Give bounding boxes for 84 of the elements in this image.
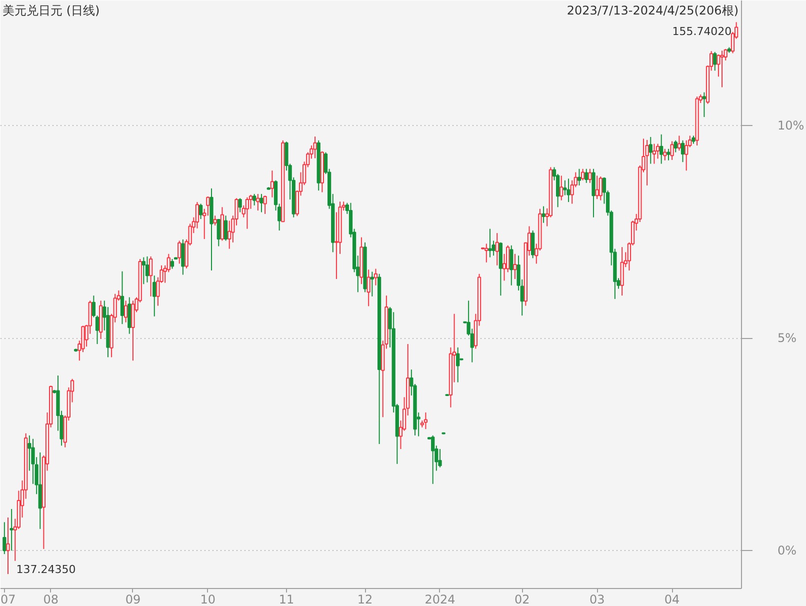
candlestick (531, 230, 535, 259)
y-tick-label: 10% (778, 118, 804, 132)
chart-title: 美元兑日元 (日线) (2, 4, 100, 18)
candlestick (366, 269, 370, 307)
candlestick (213, 215, 217, 226)
candlestick (495, 232, 499, 266)
candlestick (456, 346, 460, 383)
candlestick (152, 275, 156, 317)
candlestick (592, 168, 596, 218)
candlestick (542, 206, 546, 224)
y-tick-label: 0% (778, 544, 797, 558)
x-tick-label: 02 (514, 592, 530, 606)
candlestick (374, 268, 378, 286)
candlestick (245, 196, 250, 230)
candlestick (131, 300, 135, 362)
candlestick (148, 256, 153, 297)
x-tick-label: 11 (278, 592, 294, 606)
x-tick-label: 09 (125, 592, 141, 606)
x-tick-label: 12 (357, 592, 373, 606)
candlestick (652, 143, 656, 164)
candlestick (128, 296, 132, 334)
x-tick-label: 07 (0, 592, 16, 606)
y-tick-label: 5% (778, 331, 797, 346)
candlestick (370, 271, 374, 297)
candlestick (560, 175, 564, 201)
candlestick (424, 412, 428, 430)
candlestick (584, 168, 588, 184)
candlestick (270, 170, 274, 198)
candlestick (513, 253, 517, 280)
candlestick (178, 240, 182, 264)
candlestick (431, 434, 435, 484)
candlestick (598, 176, 602, 201)
candlestick (677, 135, 682, 152)
candlestick (260, 193, 264, 213)
candlestick (648, 136, 652, 164)
candlestick (488, 228, 492, 258)
candlestick (684, 140, 688, 172)
chart-subtitle: 2023/7/13-2024/4/25(206根) (566, 4, 738, 18)
candlestick (124, 300, 128, 323)
candlestick (674, 140, 678, 153)
candlestick (720, 50, 724, 88)
x-tick-label: 03 (589, 592, 605, 606)
x-tick-label: 2024 (424, 592, 456, 606)
candlestick (238, 198, 242, 213)
candlestick (620, 246, 624, 296)
candlestick (566, 178, 570, 203)
candlestick (10, 508, 14, 552)
candlestick (580, 168, 585, 181)
candlestick (252, 193, 256, 206)
candlestick (438, 448, 442, 468)
candlestick (142, 256, 146, 285)
candlestick (206, 196, 210, 216)
candlestick (666, 148, 670, 161)
candlestick (595, 175, 599, 200)
candlestick (195, 202, 200, 229)
candlestick (313, 136, 317, 159)
candlestick (713, 51, 717, 72)
candlestick (198, 203, 203, 220)
x-tick-label: 10 (200, 592, 216, 606)
candlestick (2, 522, 6, 555)
candlestick (6, 517, 10, 575)
candlestick (660, 134, 664, 164)
candlestick (170, 258, 174, 270)
candlestick (216, 218, 220, 247)
candlestick (181, 238, 185, 276)
candlestick (670, 140, 674, 160)
candlestick (663, 148, 667, 161)
candlestick (645, 139, 649, 186)
annotation: 155.74020 (672, 25, 732, 38)
candlestick (38, 452, 42, 530)
candlestick (145, 256, 150, 283)
candlestick (588, 168, 592, 184)
candlestick (702, 92, 706, 118)
candlestick (577, 168, 582, 186)
candlestick (484, 243, 488, 263)
annotation: 137.24350 (16, 563, 76, 576)
candlestick (510, 244, 514, 286)
candlestick (680, 140, 685, 163)
x-tick-label: 04 (664, 592, 680, 606)
candlestick (263, 195, 267, 214)
candlestick (224, 215, 228, 242)
x-tick-label: 08 (43, 592, 58, 606)
candlestick (256, 193, 260, 212)
candlestick (120, 270, 124, 325)
